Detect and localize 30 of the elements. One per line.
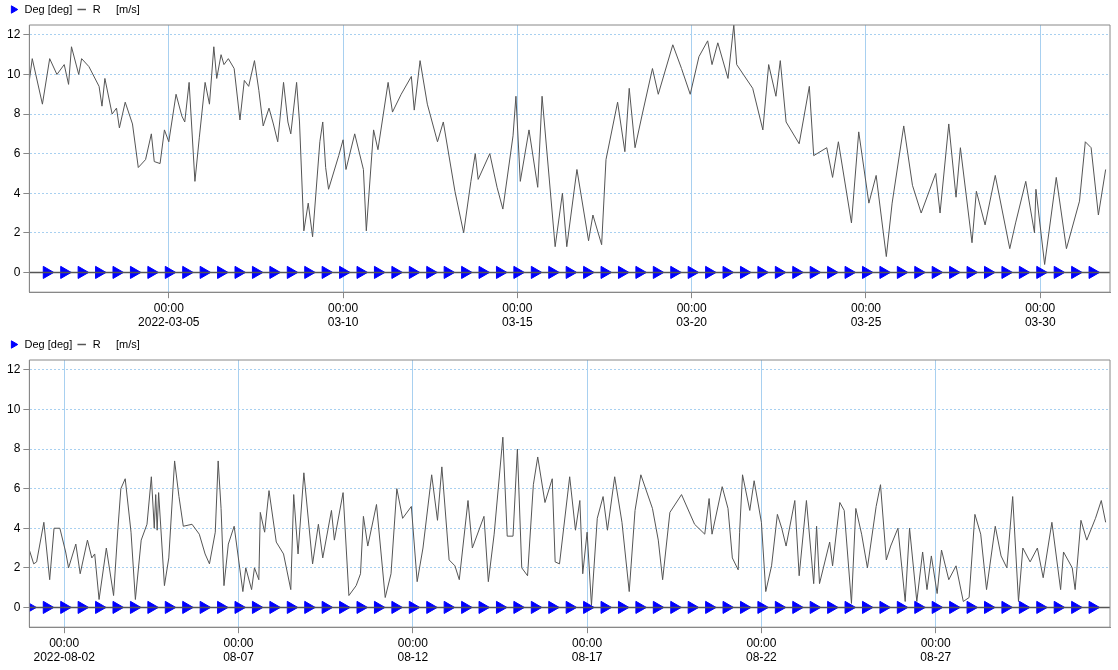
y-tick-label: 0	[13, 599, 21, 614]
legend-label: R [m/s]	[92, 337, 140, 350]
y-tick-label: 8	[13, 441, 21, 456]
x-tick-label: 00:00 03-20	[676, 300, 708, 330]
x-tick-label: 00:00 08-22	[746, 635, 778, 665]
y-tick-label: 8	[13, 106, 21, 121]
x-tick-label: 00:00 03-15	[502, 300, 534, 330]
y-tick-label: 10	[6, 401, 21, 416]
y-tick-label: 10	[6, 66, 21, 81]
x-tick-label: 00:00 08-27	[920, 635, 952, 665]
y-tick-label: 12	[6, 27, 21, 42]
y-tick-label: 2	[13, 560, 21, 575]
y-tick-label: 6	[13, 480, 21, 495]
x-tick-label: 00:00 08-07	[223, 635, 255, 665]
x-tick-label: 00:00 08-12	[397, 635, 429, 665]
x-tick-label: 00:00 03-30	[1024, 300, 1056, 330]
legend-label: Deg [deg]	[24, 337, 73, 350]
y-tick-label: 0	[13, 264, 21, 279]
legend-label: R [m/s]	[92, 2, 140, 15]
y-tick-label: 2	[13, 225, 21, 240]
legend-label: Deg [deg]	[24, 2, 73, 15]
y-tick-label: 4	[13, 185, 21, 200]
y-tick-label: 12	[6, 362, 21, 377]
x-tick-label: 00:00 2022-03-05	[138, 300, 200, 330]
y-tick-label: 4	[13, 520, 21, 535]
x-tick-label: 00:00 2022-08-02	[33, 635, 96, 665]
y-tick-label: 6	[13, 145, 21, 160]
x-tick-label: 00:00 03-10	[327, 300, 359, 330]
x-tick-label: 00:00 03-25	[850, 300, 882, 330]
x-tick-label: 00:00 08-17	[571, 635, 603, 665]
